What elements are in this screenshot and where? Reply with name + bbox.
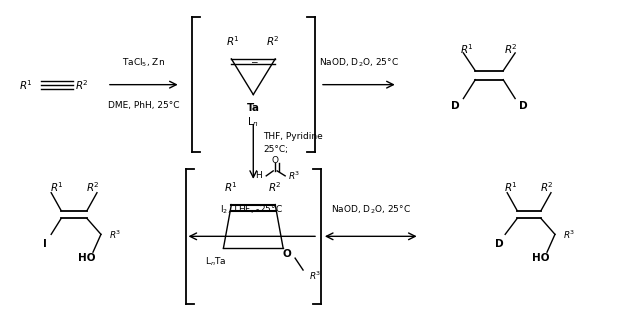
Text: D: D <box>495 239 503 249</box>
Text: $R^3$: $R^3$ <box>109 228 121 241</box>
Text: D: D <box>451 101 460 111</box>
Text: $R^1$: $R^1$ <box>225 180 239 194</box>
Text: DME, PhH, 25°C: DME, PhH, 25°C <box>108 100 179 109</box>
Text: HO: HO <box>532 253 550 263</box>
Text: $R^2$: $R^2$ <box>504 42 518 56</box>
Text: $R^2$: $R^2$ <box>540 180 554 194</box>
Text: L$_n$: L$_n$ <box>248 115 259 129</box>
Text: O: O <box>271 157 278 166</box>
Text: $R^3$: $R^3$ <box>309 270 322 282</box>
Text: 25°C;: 25°C; <box>263 145 288 153</box>
Text: $R^1$: $R^1$ <box>461 42 474 56</box>
Text: NaOD, D$_2$O, 25°C: NaOD, D$_2$O, 25°C <box>319 56 399 69</box>
Text: O: O <box>283 249 292 259</box>
Text: TaCl$_5$, Zn: TaCl$_5$, Zn <box>122 56 165 69</box>
Text: I$_2$, THF, -25°C: I$_2$, THF, -25°C <box>220 204 283 217</box>
Text: Ta: Ta <box>247 103 260 114</box>
Text: $R^1$: $R^1$ <box>50 180 64 194</box>
Text: $R^2$: $R^2$ <box>269 180 282 194</box>
Text: D: D <box>519 101 528 111</box>
Text: $R^3$: $R^3$ <box>563 228 575 241</box>
Text: L$_n$Ta: L$_n$Ta <box>205 256 226 268</box>
Text: NaOD, D$_2$O, 25°C: NaOD, D$_2$O, 25°C <box>331 204 411 217</box>
Text: −: − <box>249 57 257 66</box>
Text: $R^2$: $R^2$ <box>75 78 89 92</box>
Text: HO: HO <box>78 253 96 263</box>
Text: $R^1$: $R^1$ <box>226 34 241 48</box>
Text: THF, Pyridine: THF, Pyridine <box>263 132 323 141</box>
Text: $R^1$: $R^1$ <box>504 180 518 194</box>
Text: H: H <box>255 171 262 180</box>
Text: $R^2$: $R^2$ <box>86 180 100 194</box>
Text: $R^1$: $R^1$ <box>19 78 33 92</box>
Text: $R^2$: $R^2$ <box>266 34 280 48</box>
Text: $R^3$: $R^3$ <box>288 170 300 182</box>
Text: I: I <box>43 239 47 249</box>
